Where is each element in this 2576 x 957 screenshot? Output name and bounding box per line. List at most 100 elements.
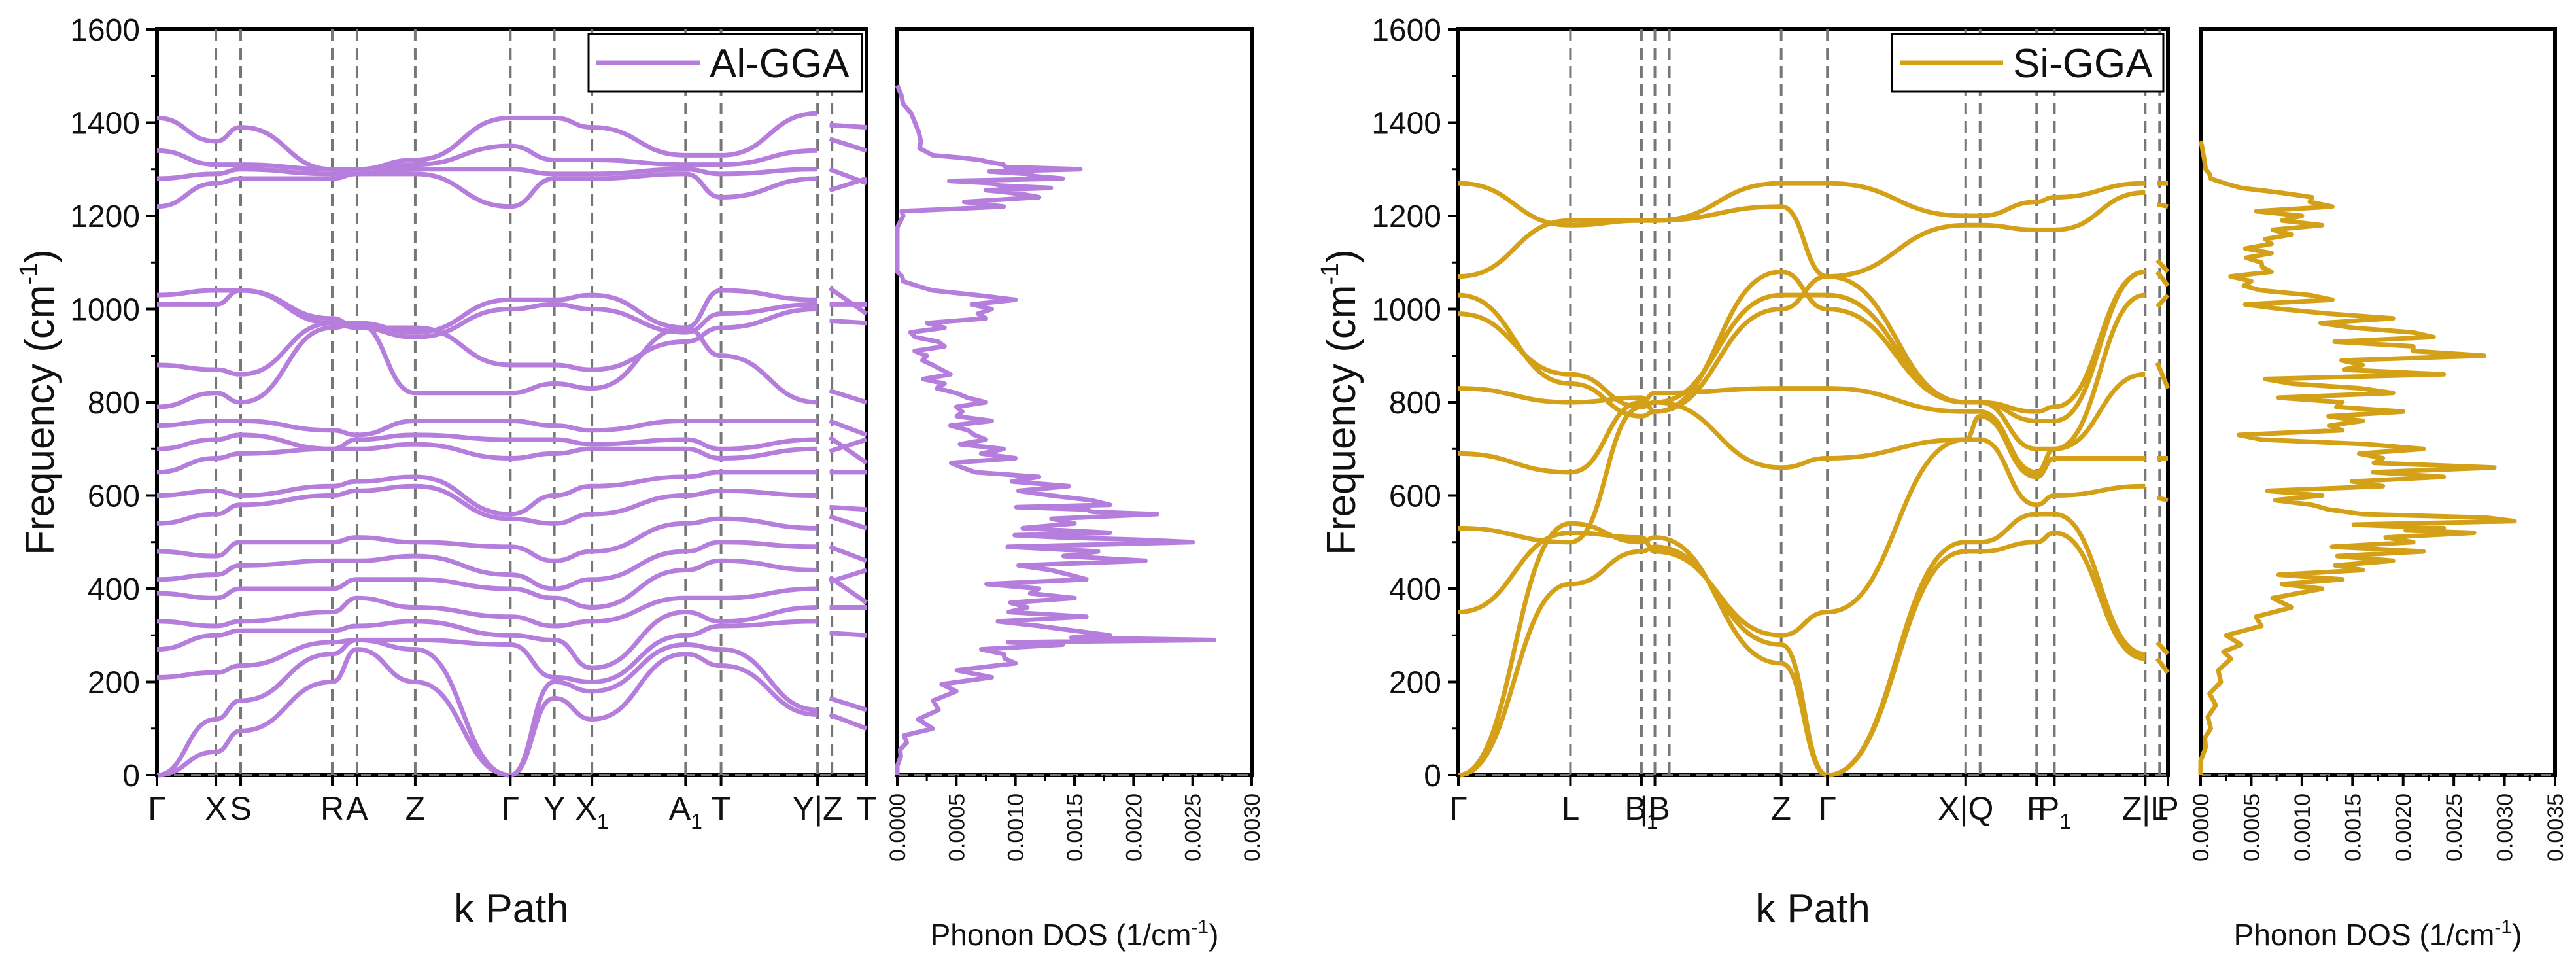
band-curve (156, 432, 818, 451)
band-segment (2156, 201, 2169, 209)
band-curve (1458, 181, 2146, 228)
dos-x-tick-label: 0.0035 (2543, 793, 2568, 861)
band-segment (829, 122, 867, 130)
y-tick-label: 1400 (1371, 107, 1441, 141)
legend-label: Si-GGA (2013, 41, 2153, 86)
band-curve (156, 558, 818, 610)
band-curve (156, 143, 818, 177)
band-segment (829, 318, 867, 326)
band-curve (156, 483, 818, 526)
band-curve (1458, 270, 2146, 419)
band-curve (156, 442, 818, 475)
dos-x-tick-label: 0.0000 (885, 793, 910, 861)
k-point-label: T (857, 790, 877, 827)
dos-x-tick-label: 0.0000 (2189, 793, 2214, 861)
y-axis-label: Frequency (cm-1) (15, 249, 63, 555)
band-curve (156, 307, 818, 377)
dos-x-tick-label: 0.0025 (1181, 793, 1206, 861)
legend-label: Al-GGA (710, 41, 850, 86)
y-tick-label: 1600 (70, 13, 140, 48)
band-segment (2155, 657, 2170, 674)
k-point-label: B1 (1624, 790, 1658, 833)
dos-x-tick-label: 0.0005 (2239, 793, 2264, 861)
dos-x-tick-label: 0.0020 (2392, 793, 2416, 861)
band-segment (829, 137, 868, 153)
band-segment (2155, 258, 2170, 273)
dos-curve (2198, 141, 2517, 775)
band-curve (1458, 372, 2146, 475)
y-axis-label: Frequency (cm-1) (1316, 249, 1364, 555)
k-point-label: Z|L (2122, 790, 2169, 827)
band-curve (156, 540, 818, 591)
dos-x-tick-label: 0.0010 (2290, 793, 2315, 861)
dos-x-tick-label: 0.0030 (2493, 793, 2518, 861)
band-curve (1458, 400, 2146, 545)
k-point-label: X|Q (1938, 790, 1993, 827)
k-point-label: Γ (1449, 790, 1468, 827)
band-curve (156, 111, 818, 172)
dos-plot-area (895, 27, 1254, 777)
y-tick-label: 1600 (1371, 13, 1441, 48)
band-segment (829, 388, 868, 405)
band-segment (829, 631, 867, 638)
band-curve (156, 288, 818, 335)
band-segment (2155, 270, 2170, 287)
y-tick-label: 400 (88, 572, 140, 607)
dos-axis-label: Phonon DOS (1/cm-1) (931, 916, 1219, 952)
k-point-label: X1 (575, 790, 609, 833)
y-tick-label: 400 (1389, 572, 1441, 607)
dos-plot-area (2199, 27, 2557, 777)
k-point-label: Γ (148, 790, 166, 827)
x-axis-label: k Path (1755, 886, 1870, 931)
band-curve (156, 586, 818, 629)
y-tick-label: 200 (88, 666, 140, 701)
y-tick-label: 0 (122, 759, 140, 793)
band-segment (829, 568, 868, 584)
y-tick-label: 600 (88, 479, 140, 514)
band-segment (2155, 293, 2170, 309)
k-point-label: Y|Z (793, 790, 843, 827)
k-point-label: T (711, 790, 731, 827)
k-point-label: P1 (2038, 790, 2071, 833)
band-segment (828, 286, 868, 316)
band-curve (156, 516, 818, 563)
k-point-label: X (205, 790, 226, 827)
band-curve (156, 321, 818, 409)
y-tick-label: 1000 (1371, 293, 1441, 328)
k-point-label: Γ (1818, 790, 1836, 827)
y-tick-label: 0 (1424, 759, 1441, 793)
band-curve (156, 171, 818, 209)
dos-x-tick-label: 0.0015 (2341, 793, 2365, 861)
band-segment (829, 712, 868, 731)
band-curve (1458, 512, 2146, 778)
legend: Al-GGA (587, 33, 863, 93)
band-curve (1458, 270, 2146, 423)
band-curve (156, 619, 818, 684)
k-point-label: Z (405, 790, 426, 827)
band-curve (156, 470, 818, 517)
y-tick-label: 1200 (70, 200, 140, 234)
x-axis-label: k Path (454, 886, 569, 931)
band-segment (829, 514, 868, 531)
k-point-label: L (1562, 790, 1580, 827)
k-point-label: S (230, 790, 251, 827)
band-curve (156, 167, 818, 181)
band-curve (156, 605, 818, 670)
dos-x-tick-label: 0.0005 (944, 793, 969, 861)
band-segment (829, 696, 868, 712)
band-curve (1458, 274, 2146, 451)
band-segment (828, 435, 868, 465)
k-point-label: P (2157, 790, 2178, 827)
y-tick-label: 600 (1389, 479, 1441, 514)
band-curve (156, 637, 818, 778)
k-point-label: A1 (669, 790, 702, 833)
band-curve (1458, 437, 2146, 638)
band-segment (829, 419, 868, 438)
dos-curve (895, 84, 1216, 775)
dos-x-tick-label: 0.0015 (1063, 793, 1088, 861)
y-tick-label: 800 (1389, 386, 1441, 421)
k-point-label: F (2027, 790, 2047, 827)
k-point-label: A (346, 790, 368, 827)
y-tick-label: 1000 (70, 293, 140, 328)
